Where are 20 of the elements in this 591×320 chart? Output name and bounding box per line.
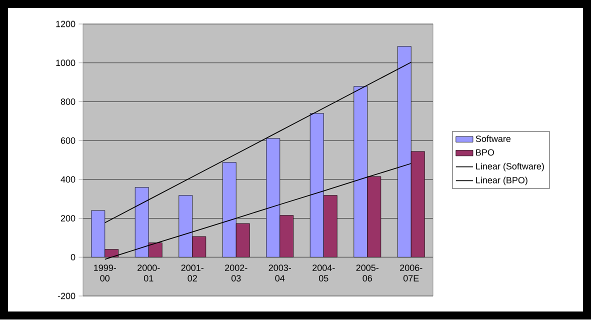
legend-label: Linear (BPO): [476, 176, 528, 186]
x-tick-label: 1999-00: [94, 264, 116, 282]
x-tick-label: 2003-04: [268, 264, 291, 282]
x-tick-label: 2002-03: [225, 264, 248, 282]
y-tick-label: 400: [60, 176, 76, 183]
y-tick-label: 1000: [56, 60, 76, 66]
y-tick-label: 1200: [56, 21, 76, 28]
x-tick-label: 2006-07E: [400, 264, 422, 282]
legend-label: BPO: [476, 149, 494, 156]
y-tick-label: 600: [60, 138, 76, 144]
y-tick-label: 0: [70, 254, 76, 261]
legend-label: Software: [476, 136, 511, 142]
y-tick-label: 200: [60, 215, 76, 222]
x-tick-label: 2005-06: [356, 264, 378, 282]
legend-label: Linear (Software): [476, 163, 544, 172]
x-tick-label: 2000-01: [138, 264, 160, 282]
y-tick-label: -200: [58, 293, 76, 300]
x-tick-label: 2004-05: [312, 264, 335, 282]
x-tick-label: 2001-02: [181, 264, 204, 282]
y-tick-label: 800: [60, 98, 76, 106]
